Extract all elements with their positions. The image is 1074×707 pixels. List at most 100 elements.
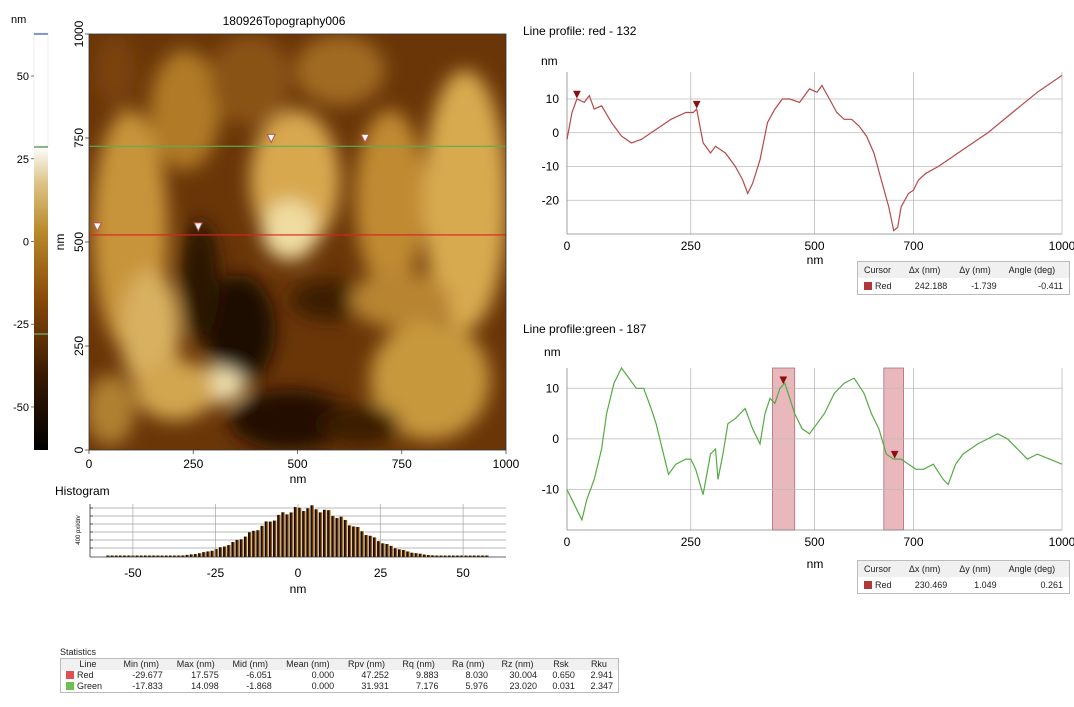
- histogram-bar: [377, 541, 382, 557]
- histogram-bar: [452, 555, 457, 557]
- histogram-bar: [339, 516, 345, 557]
- histogram-bar: [268, 521, 274, 557]
- histogram-bar: [456, 555, 461, 557]
- histogram-bar: [185, 554, 191, 557]
- profile-x-tick-label: 250: [681, 239, 701, 253]
- histogram-bar: [118, 555, 124, 557]
- histogram-x-tick-label: 0: [295, 566, 302, 580]
- image-ylabel: nm: [53, 234, 67, 251]
- histogram-bar: [243, 536, 249, 557]
- image-xlabel: nm: [290, 472, 307, 486]
- profile-x-tick-label: 700: [903, 239, 923, 253]
- profile-x-tick-label: 0: [564, 535, 571, 549]
- stats-header: Max (nm): [167, 658, 224, 670]
- stats-row-red[interactable]: Red -29.677 17.575 -6.051 0.000 47.252 9…: [61, 670, 619, 681]
- histogram-bar: [239, 539, 245, 557]
- colorbar-unit: nm: [11, 14, 26, 26]
- histogram-bar: [447, 555, 453, 557]
- profile-series-line: [566, 74, 1063, 232]
- stats-cell: -29.677: [132, 670, 163, 680]
- stats-header: Rpv (nm): [339, 658, 394, 670]
- stats-cell: 0.000: [311, 681, 335, 691]
- cursor-marker-icon: [266, 133, 277, 144]
- cursor-header: Cursor: [857, 261, 903, 278]
- histogram-title: Histogram: [55, 484, 110, 498]
- cursor-marker-icon: [890, 450, 899, 459]
- statistics-title: Statistics: [60, 647, 97, 657]
- stats-row-green[interactable]: Green -17.833 14.098 -1.868 0.000 31.931…: [61, 681, 619, 693]
- histogram-bar: [114, 555, 120, 557]
- histogram-bar: [281, 512, 287, 557]
- cursor-swatch: [864, 581, 872, 589]
- stats-line-name: Red: [77, 670, 94, 680]
- histogram-panel: Histogram 400 pxl/drv -50 -25 0 25 50 nm: [55, 484, 506, 596]
- histogram-bar: [402, 550, 407, 557]
- histogram-bar: [310, 505, 316, 557]
- image-y-tick-label: 1000: [72, 20, 86, 47]
- stats-cell: 9.883: [415, 670, 439, 680]
- histogram-x-tick-label: -25: [207, 566, 225, 580]
- stats-cell: 8.030: [465, 670, 489, 680]
- stats-header: Rku: [579, 658, 619, 670]
- stats-header: Rq (nm): [393, 658, 444, 670]
- stats-cell: 2.347: [590, 681, 613, 691]
- colorbar-tick-label: -50: [13, 402, 29, 414]
- cursor-marker-icon: [779, 376, 788, 385]
- cursor-header: Angle (deg): [1002, 560, 1070, 577]
- histogram-x-tick-label: -50: [124, 566, 142, 580]
- cursor-header: Δy (nm): [953, 560, 1003, 577]
- histogram-bar: [152, 555, 157, 557]
- stats-swatch: [66, 682, 74, 690]
- profile-x-tick-label: 1000: [1049, 535, 1074, 549]
- topography-heightmap: [89, 34, 506, 450]
- histogram-bar: [406, 551, 411, 557]
- histogram-bar: [231, 541, 237, 557]
- colorbar-top-region: [33, 32, 49, 147]
- histogram-bar: [181, 555, 187, 557]
- stats-cell: 7.176: [415, 681, 439, 691]
- profile-lines: [89, 133, 506, 236]
- histogram-bar: [435, 555, 441, 557]
- cursor-name: Red: [875, 580, 892, 590]
- cursor-row[interactable]: Red 242.188 -1.739 -0.411: [858, 278, 1070, 295]
- stats-cell: 30.004: [509, 670, 537, 680]
- image-x-tick-label: 1000: [493, 457, 520, 471]
- histogram-bar: [210, 550, 216, 557]
- image-x-tick-label: 500: [287, 457, 307, 471]
- cursor-marker-icon: [572, 90, 581, 99]
- histogram-bar: [460, 555, 466, 557]
- histogram-bar: [393, 548, 399, 557]
- stats-cell: 0.000: [311, 670, 335, 680]
- stats-cell: 17.575: [191, 670, 219, 680]
- stats-cell: -17.833: [132, 681, 163, 691]
- histogram-bar: [327, 510, 332, 557]
- histogram-bar: [410, 552, 416, 557]
- topography-image-panel: 180926Topography006: [53, 14, 520, 486]
- histogram-bar: [306, 508, 312, 557]
- profile-x-tick-label: 0: [564, 239, 571, 253]
- histogram-bar: [277, 514, 282, 557]
- histogram-bar: [477, 555, 482, 557]
- histogram-bar: [260, 525, 266, 557]
- histogram-xlabel: nm: [290, 582, 307, 596]
- cursor-name: Red: [875, 281, 892, 291]
- histogram-bar: [135, 555, 141, 557]
- cursor-row[interactable]: Red 230.469 1.049 0.261: [858, 577, 1070, 594]
- line-profile-red: Line profile: red - 132 nm nm 10 0 -10 -20 0…: [523, 24, 1074, 267]
- histogram-bar: [189, 554, 195, 557]
- histogram-bar: [139, 555, 145, 557]
- histogram-bar: [214, 549, 220, 557]
- histogram-bar: [347, 525, 353, 557]
- histogram-bar: [106, 555, 112, 557]
- profile-x-tick-label: 250: [681, 535, 701, 549]
- colorbar-tick-label: 25: [17, 154, 29, 166]
- cursor-dy: 1.049: [974, 580, 997, 590]
- stats-header: Mean (nm): [276, 658, 340, 670]
- red-profile-cursor-table: Cursor Δx (nm) Δy (nm) Angle (deg) Red 2…: [857, 261, 1070, 295]
- image-x-tick-label: 250: [183, 457, 203, 471]
- green-profile-ylabel: nm: [544, 345, 561, 359]
- histogram-bar: [123, 555, 128, 557]
- histogram-bar: [368, 535, 374, 557]
- histogram-bar: [418, 553, 424, 557]
